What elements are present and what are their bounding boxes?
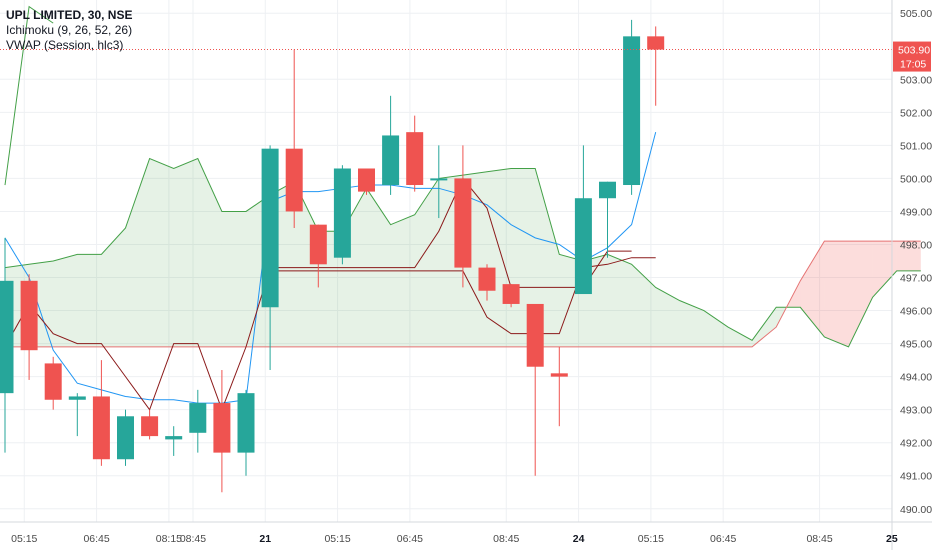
legend-ichimoku[interactable]: Ichimoku (9, 26, 52, 26) [6,23,133,37]
cloud-segment [125,158,150,347]
senkou-span-b-line [5,240,921,348]
candle-body [213,403,231,453]
symbol-title[interactable]: UPL LIMITED, 30, NSE [6,8,133,22]
candle-body [406,132,424,186]
y-tick-label: 496.00 [900,306,932,318]
candle-body [454,178,472,268]
candle-body [478,267,496,291]
cloud-segment [607,254,632,347]
cloud-segment [294,181,319,347]
cloud-segment [173,158,198,347]
x-tick-label: 05:15 [638,533,664,545]
chikou-span-line [4,5,54,186]
price-axis[interactable]: 490.00 491.00 492.00 493.00 494.00 495.00 496.… [891,0,932,550]
y-tick-label: 490.00 [900,504,932,516]
y-tick-label: 501.00 [900,140,932,152]
candle-body [261,148,279,308]
candle-body [68,396,86,400]
cloud-segment [679,300,704,347]
cloud-segment [655,287,680,347]
y-tick-label: 491.00 [900,471,932,483]
candle-body [92,396,110,460]
x-tick-label: 08:45 [180,533,206,545]
candle-body [382,135,400,186]
cloud-segment [77,254,102,347]
cloud-segment [390,214,415,347]
y-tick-label: 492.00 [900,438,932,450]
x-tick-label: 24 [573,533,585,545]
cloud-segment [728,327,753,347]
cloud-segment [631,264,656,347]
cloud-segment [221,211,246,347]
candle-body [0,280,14,394]
x-tick-label: 21 [259,533,271,545]
candle-body [502,284,520,304]
candle-body [141,416,159,437]
cloud-segment [149,158,174,347]
y-tick-label: 498.00 [900,239,932,251]
last-price-label: 503.90 17:05 [893,41,931,72]
cloud-segment [535,168,560,347]
candle-body [44,363,62,400]
cloud-segment [872,241,897,298]
y-tick-label: 502.00 [900,107,932,119]
x-tick-label: 06:45 [83,533,109,545]
y-tick-label: 494.00 [900,372,932,384]
candle-body [237,393,255,453]
candle-body [20,280,38,351]
candles[interactable] [0,19,665,493]
y-tick-label: 493.00 [900,405,932,417]
cloud-segment [197,158,222,347]
y-tick-label: 500.00 [900,173,932,185]
x-tick-label: 08:45 [493,533,519,545]
candle-body [117,416,134,460]
cloud-segment [703,310,728,347]
candle-body [599,181,616,199]
cloud-segment [53,254,78,347]
candle-body [285,148,303,212]
chart-legend: UPL LIMITED, 30, NSE Ichimoku (9, 26, 52… [6,8,132,53]
tenkan-sen-line [4,132,657,404]
cloud-segment [896,241,921,271]
candle-body [430,178,448,181]
candle-body [550,373,568,377]
bar-countdown: 17:05 [900,59,926,71]
candle-body [574,198,592,295]
ichimoku-cloud [5,158,921,347]
grid [0,0,893,522]
cloud-segment [848,241,873,347]
x-tick-label: 06:45 [710,533,736,545]
candle-body [647,36,665,50]
y-tick-label: 497.00 [900,273,932,285]
cloud-segment [101,227,126,347]
candle-body [358,168,375,192]
candle-body [189,403,207,433]
legend-vwap[interactable]: VWAP (Session, hlc3) [6,38,124,52]
y-tick-label: 499.00 [900,206,932,218]
candle-body [309,224,327,265]
y-tick-label: 505.00 [900,8,932,20]
x-tick-label: 06:45 [397,533,423,545]
y-tick-label: 495.00 [900,339,932,351]
cloud-segment [824,241,849,347]
x-tick-label: 25 [886,533,898,545]
cloud-segment [800,241,825,337]
x-tick-label: 05:15 [11,533,37,545]
last-price-value: 503.90 [898,45,930,57]
candle-body [623,36,641,186]
y-tick-label: 503.00 [900,74,932,86]
cloud-segment [414,178,439,347]
candle-body [165,436,183,440]
x-tick-label: 05:15 [324,533,350,545]
cloud-segment [752,307,777,347]
x-tick-label: 08:15 [156,533,182,545]
candle-body [333,168,351,258]
candle-body [526,303,544,367]
x-tick-label: 08:45 [806,533,832,545]
last-price-badge [893,41,931,72]
